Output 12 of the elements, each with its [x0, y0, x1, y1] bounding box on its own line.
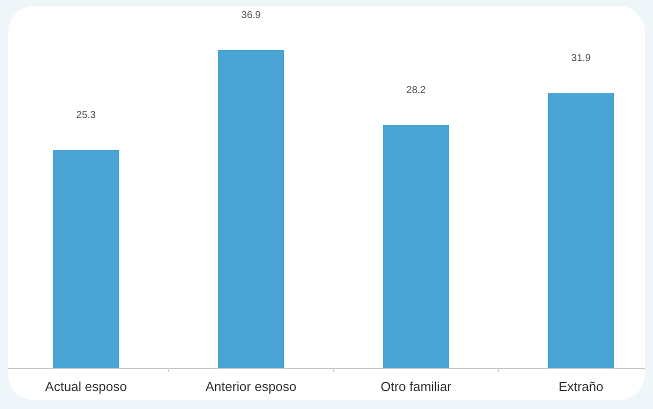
- bar: [548, 93, 614, 368]
- data-label: 25.3: [76, 110, 96, 121]
- x-tick-label: Otro familiar: [380, 379, 452, 394]
- bar: [218, 50, 284, 368]
- data-label: 28.2: [406, 84, 426, 96]
- x-tick-label: Anterior esposo: [205, 379, 297, 394]
- data-label: 36.9: [241, 10, 262, 21]
- data-label: 31.9: [571, 53, 592, 64]
- bar: [383, 124, 449, 368]
- x-tick-label: Actual esposo: [45, 379, 127, 394]
- bar: [53, 150, 119, 368]
- x-tick-label: Extraño: [558, 379, 604, 394]
